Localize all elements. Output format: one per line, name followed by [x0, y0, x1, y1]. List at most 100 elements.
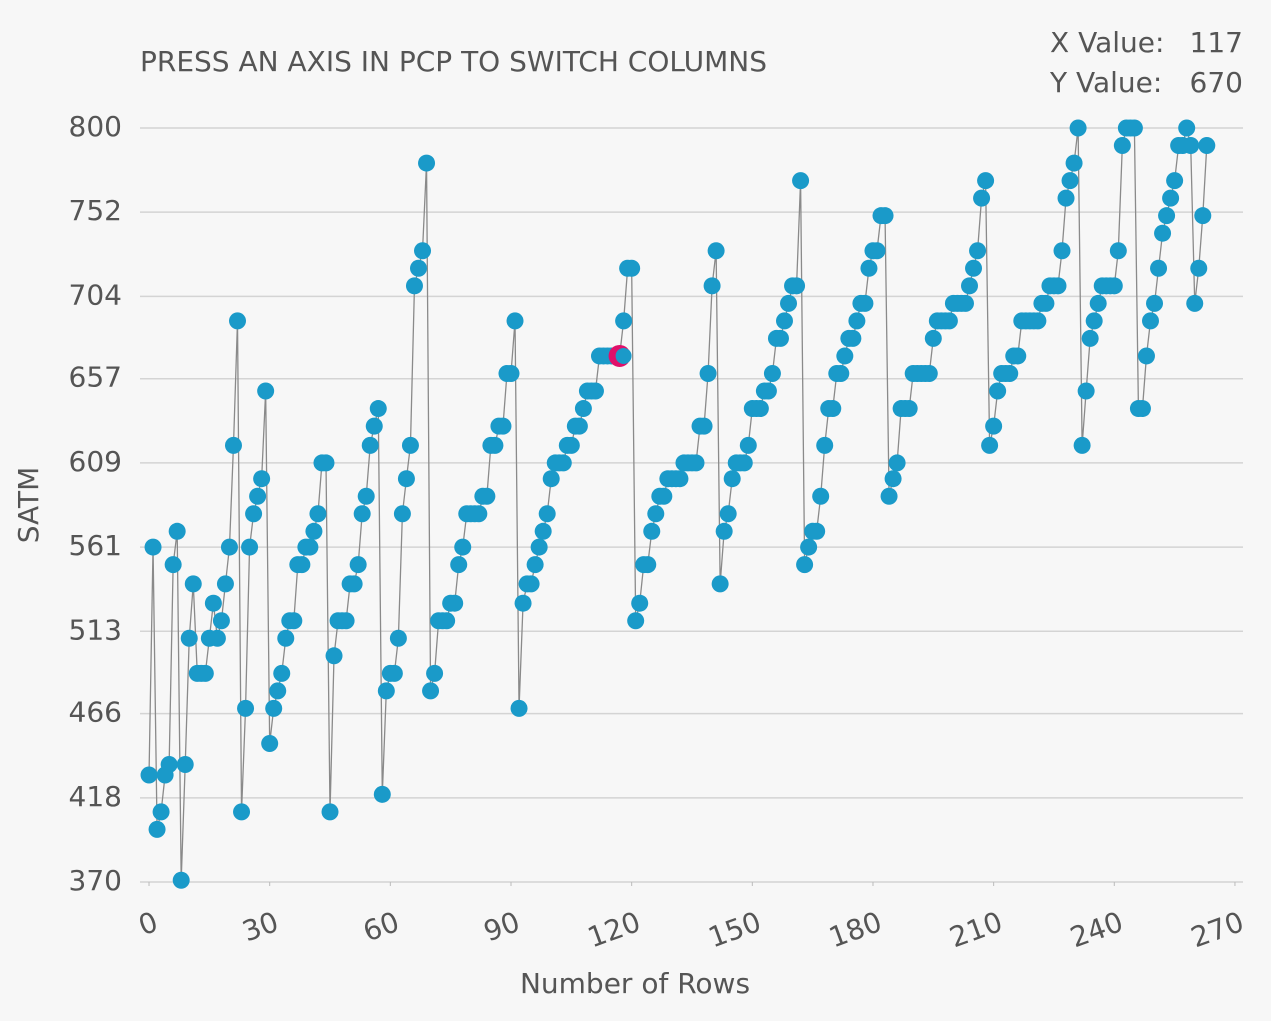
data-point [164, 556, 182, 574]
data-point [301, 538, 319, 556]
data-point [1141, 312, 1159, 330]
data-point [422, 682, 440, 700]
data-point [172, 871, 190, 889]
data-point [309, 505, 327, 523]
data-point [265, 699, 283, 717]
data-point [1053, 242, 1071, 260]
data-point [1182, 137, 1200, 155]
data-point [639, 556, 657, 574]
data-point [1009, 347, 1027, 365]
data-point [140, 766, 158, 784]
data-point [1190, 259, 1208, 277]
data-point [848, 312, 866, 330]
data-point [176, 756, 194, 774]
data-point [711, 575, 729, 593]
data-point [1085, 312, 1103, 330]
data-point [522, 575, 540, 593]
data-point [196, 664, 214, 682]
data-point [792, 172, 810, 190]
data-point [349, 556, 367, 574]
data-point [510, 699, 528, 717]
data-point [273, 664, 291, 682]
y-tick-label: 370 [69, 864, 122, 897]
data-point [723, 470, 741, 488]
data-point [956, 294, 974, 312]
data-point [554, 454, 572, 472]
data-point [1073, 436, 1091, 454]
data-point [969, 242, 987, 260]
data-point [771, 329, 789, 347]
data-point [800, 538, 818, 556]
data-point [1178, 119, 1196, 137]
data-point [655, 487, 673, 505]
data-point [1146, 294, 1164, 312]
data-point [1198, 137, 1216, 155]
data-point [353, 505, 371, 523]
data-point [321, 803, 339, 821]
y-tick-label: 609 [69, 445, 122, 478]
data-point [317, 454, 335, 472]
data-point [269, 682, 287, 700]
data-point [868, 242, 886, 260]
data-point [148, 820, 166, 838]
data-point [860, 259, 878, 277]
x-axis-label: Number of Rows [520, 967, 750, 1000]
data-point [888, 454, 906, 472]
data-point [985, 417, 1003, 435]
data-point [401, 436, 419, 454]
data-point [1154, 224, 1172, 242]
y-tick-label: 657 [69, 361, 122, 394]
data-point [1037, 294, 1055, 312]
data-point [257, 382, 275, 400]
data-point [788, 277, 806, 295]
data-point [293, 556, 311, 574]
data-point [237, 699, 255, 717]
data-point [1186, 294, 1204, 312]
data-point [631, 594, 649, 612]
data-point [1089, 294, 1107, 312]
y-tick-label: 704 [69, 278, 122, 311]
data-point [277, 629, 295, 647]
data-point [245, 505, 263, 523]
hover-x-label: X Value: [1050, 26, 1164, 59]
data-point [973, 189, 991, 207]
data-point [780, 294, 798, 312]
data-point [1137, 347, 1155, 365]
data-point [405, 277, 423, 295]
data-point [1081, 329, 1099, 347]
data-point [715, 522, 733, 540]
data-point [1069, 119, 1087, 137]
data-point [703, 277, 721, 295]
data-point [940, 312, 958, 330]
data-point [586, 382, 604, 400]
data-point [965, 259, 983, 277]
data-point [1029, 312, 1047, 330]
data-point [365, 417, 383, 435]
data-point [876, 207, 894, 225]
data-point [357, 487, 375, 505]
data-point [900, 400, 918, 418]
data-point [824, 400, 842, 418]
data-point [627, 612, 645, 630]
data-point [470, 505, 488, 523]
data-point [426, 664, 444, 682]
data-point [224, 436, 242, 454]
data-point [1133, 400, 1151, 418]
data-point [1061, 172, 1079, 190]
data-point [526, 556, 544, 574]
data-point [570, 417, 588, 435]
hover-x-value: 117 [1190, 26, 1243, 59]
data-point [345, 575, 363, 593]
data-point [220, 538, 238, 556]
data-point [735, 454, 753, 472]
data-point [647, 505, 665, 523]
data-point [208, 629, 226, 647]
data-point [1049, 277, 1067, 295]
data-point [144, 538, 162, 556]
data-point [759, 382, 777, 400]
data-point [562, 436, 580, 454]
data-point [699, 364, 717, 382]
data-point [506, 312, 524, 330]
